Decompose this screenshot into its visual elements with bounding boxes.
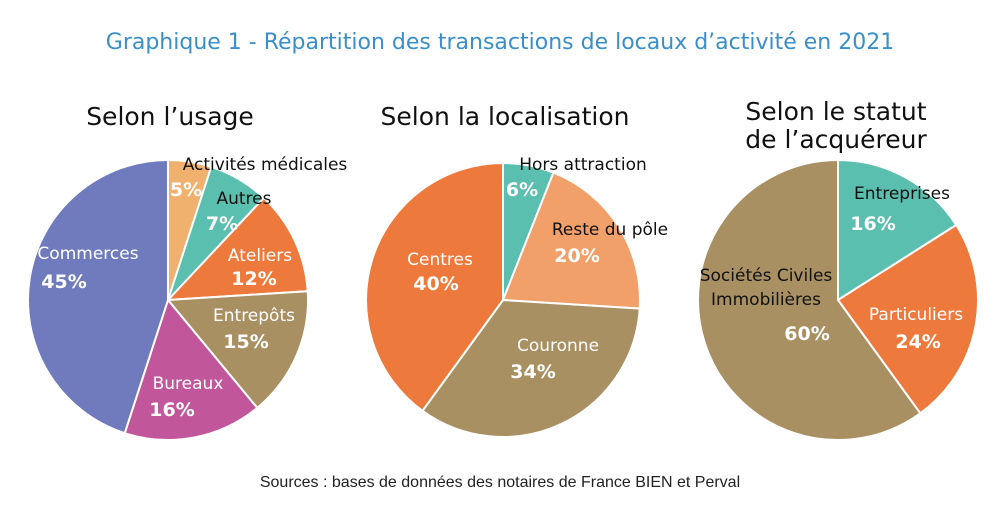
pie-title: Selon la localisation	[380, 102, 630, 131]
value-label: 7%	[205, 213, 239, 235]
pie-title: Selon le statut	[745, 97, 927, 126]
value-label: 40%	[413, 273, 459, 295]
value-label: 16%	[149, 399, 195, 421]
pie-slice	[501, 171, 641, 310]
slice-label: Particuliers	[868, 305, 964, 325]
pie-title: de l’acquéreur	[745, 125, 927, 154]
source-note: Sources : bases de données des notaires …	[259, 474, 741, 491]
value-label: 20%	[554, 245, 600, 267]
slice-label: Entreprises	[854, 184, 950, 204]
pie-slice	[123, 297, 259, 441]
slice-label: Hors attraction	[519, 155, 647, 175]
value-label: 12%	[231, 268, 277, 290]
value-label: 5%	[169, 179, 203, 201]
value-label: 45%	[41, 271, 87, 293]
slice-label: Centres	[407, 250, 473, 270]
pie-slice	[165, 196, 309, 302]
slice-label: Reste du pôle	[551, 220, 669, 240]
main-title: Graphique 1 - Répartition des transactio…	[105, 30, 895, 55]
pie-slice	[836, 223, 979, 415]
slice-label: Sociétés Civiles Immobilières	[699, 266, 833, 310]
pie-title: Selon l’usage	[86, 102, 254, 131]
value-label: 60%	[784, 323, 830, 345]
pie-slice	[421, 298, 641, 438]
slice-label: Activités médicales	[182, 155, 348, 175]
pie-slice	[165, 290, 309, 410]
pie-slice	[697, 158, 922, 441]
value-label: 34%	[510, 361, 556, 383]
pie-slice	[837, 158, 958, 302]
slice-label: Autres	[216, 189, 272, 209]
pie-slice	[365, 161, 504, 413]
value-label: 6%	[505, 179, 539, 201]
slice-label: Commerces	[37, 244, 139, 264]
pie-slice	[27, 158, 169, 435]
slice-label: Entrepôts	[213, 306, 295, 326]
value-label: 24%	[895, 331, 941, 353]
slice-label: Couronne	[516, 336, 600, 356]
value-label: 15%	[223, 331, 269, 353]
slice-label: Bureaux	[152, 374, 224, 394]
value-label: 16%	[850, 213, 896, 235]
slice-label: Ateliers	[227, 246, 293, 266]
